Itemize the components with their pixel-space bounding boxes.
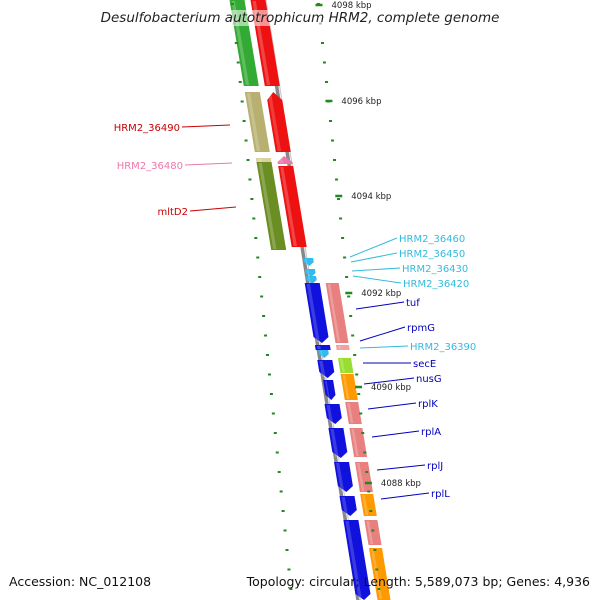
gene-block-khaki [244,92,270,152]
gene-label-leader [359,326,406,342]
page-title: Desulfobacterium autotrophicum HRM2, com… [0,10,600,26]
gene-label-right: HRM2_36460 [399,234,465,245]
gene-block-orange-3-shade [371,549,383,599]
gene-label-leader [376,464,426,471]
gene-arrow-blue-extra-shade [325,381,330,399]
gene-block-red-2-shade [267,93,282,151]
gene-block-red-3 [278,166,307,247]
gene-label-left: mltD2 [157,207,188,218]
gene-block-salmon-4 [355,462,373,492]
gene-block-salmon-small-shade [337,346,342,349]
gene-block-salmon-5-shade [366,521,374,544]
gene-block-orange-1-shade [342,375,350,399]
gene-label-right: HRM2_36420 [403,279,469,290]
kbp-label: 4098 kbp [332,1,372,11]
gene-block-pink-shade [278,157,284,163]
gene-label-left: HRM2_36490 [114,123,180,134]
gene-block-salmon-small [335,345,350,350]
gene-arrow-blue-8 [343,520,371,600]
accession-text: Accession: NC_012108 [9,574,152,589]
gene-block-salmon-2 [345,402,362,424]
gene-block-orange-2 [360,494,377,516]
kbp-label: 4092 kbp [361,289,401,299]
gene-label-right: rplJ [427,461,443,472]
gene-arrow-cyan-1 [303,258,314,266]
gene-arrow-blue-3 [317,360,335,378]
gene-block-red-2 [267,92,291,152]
gene-label-leader [355,301,405,310]
gene-label-right: nusG [416,374,442,385]
gene-label-right: HRM2_36450 [399,249,465,260]
gene-label-right: tuf [406,298,420,309]
gene-arrow-blue-6 [334,462,353,492]
gene-block-lime [338,358,354,373]
kbp-label: 4088 kbp [381,479,421,489]
gene-label-right: HRM2_36430 [402,264,468,275]
gene-label-right: rplL [431,489,450,500]
gene-label-leader [363,377,415,385]
gene-label-leader [351,267,401,272]
gene-arrow-blue-4-shade [326,405,333,423]
gene-arrow-cyan-3 [306,276,317,284]
gene-block-orange-2-shade [362,495,369,515]
kbp-label: 4096 kbp [341,97,381,107]
gene-arrow-cyan-4 [318,350,329,358]
gene-label-leader [181,124,231,128]
gene-label-right: rpmG [407,323,435,334]
gene-arrow-blue-7-shade [341,497,348,515]
gene-arrow-blue-1-shade [306,284,320,342]
gene-arrow-blue-2-shade [316,346,321,349]
gene-label-leader [184,162,233,166]
gene-label-leader [367,402,417,410]
gene-arrow-blue-1 [304,283,329,343]
gene-block-khaki-shade [246,93,261,151]
gene-label-leader [349,237,398,258]
gene-block-salmon-4-shade [357,463,365,491]
gene-block-salmon-1 [325,283,349,343]
topology-text: Topology: circular; Length: 5,589,073 bp… [246,574,590,589]
kbp-label: 4094 kbp [351,192,391,202]
kbp-label: 4090 kbp [371,383,411,393]
gene-arrow-cyan-2-shade [306,270,310,276]
gene-block-orange-3 [369,548,391,600]
gene-label-right: rplK [418,399,438,410]
gene-block-olive [256,162,287,250]
gene-label-right: secE [413,359,436,370]
gene-block-pink [277,156,293,164]
gene-label-leader [189,206,237,212]
gene-arrow-blue-3-shade [319,361,326,377]
gene-block-olive-shade [258,163,277,249]
gene-arrow-blue-4 [324,404,342,424]
gene-label-leader [350,252,398,263]
gene-label-right: rplA [421,427,441,438]
gene-arrow-cyan-1-shade [305,259,308,265]
gene-label-leader [352,275,402,284]
gene-block-red-3-shade [280,167,297,246]
gene-arrow-cyan-2 [304,269,316,277]
gene-label-left: HRM2_36480 [117,161,183,172]
gene-arrow-cyan-4-shade [320,351,323,357]
gene-label-leader [380,492,430,500]
gene-arrow-blue-6-shade [336,463,345,491]
gene-arrow-cyan-3-shade [308,277,311,283]
gene-label-leader [359,345,409,349]
gene-arrow-blue-8-shade [345,521,362,599]
gene-block-lime-shade [340,359,345,372]
gene-block-salmon-3-shade [351,429,359,456]
gene-label-leader [371,430,420,438]
gene-block-salmon-2-shade [347,403,354,423]
gene-block-salmon-1-shade [327,284,341,342]
gene-arrow-blue-extra [323,380,336,400]
gene-arrow-blue-7 [339,496,357,516]
gene-block-salmon-3 [349,428,368,457]
gene-arrow-blue-2 [314,345,331,350]
gene-block-orange-1 [340,374,358,400]
gene-arrow-blue-5 [328,428,348,458]
gene-label-right: HRM2_36390 [410,342,476,353]
gene-block-salmon-5 [364,520,382,545]
gene-arrow-blue-5-shade [330,429,339,457]
